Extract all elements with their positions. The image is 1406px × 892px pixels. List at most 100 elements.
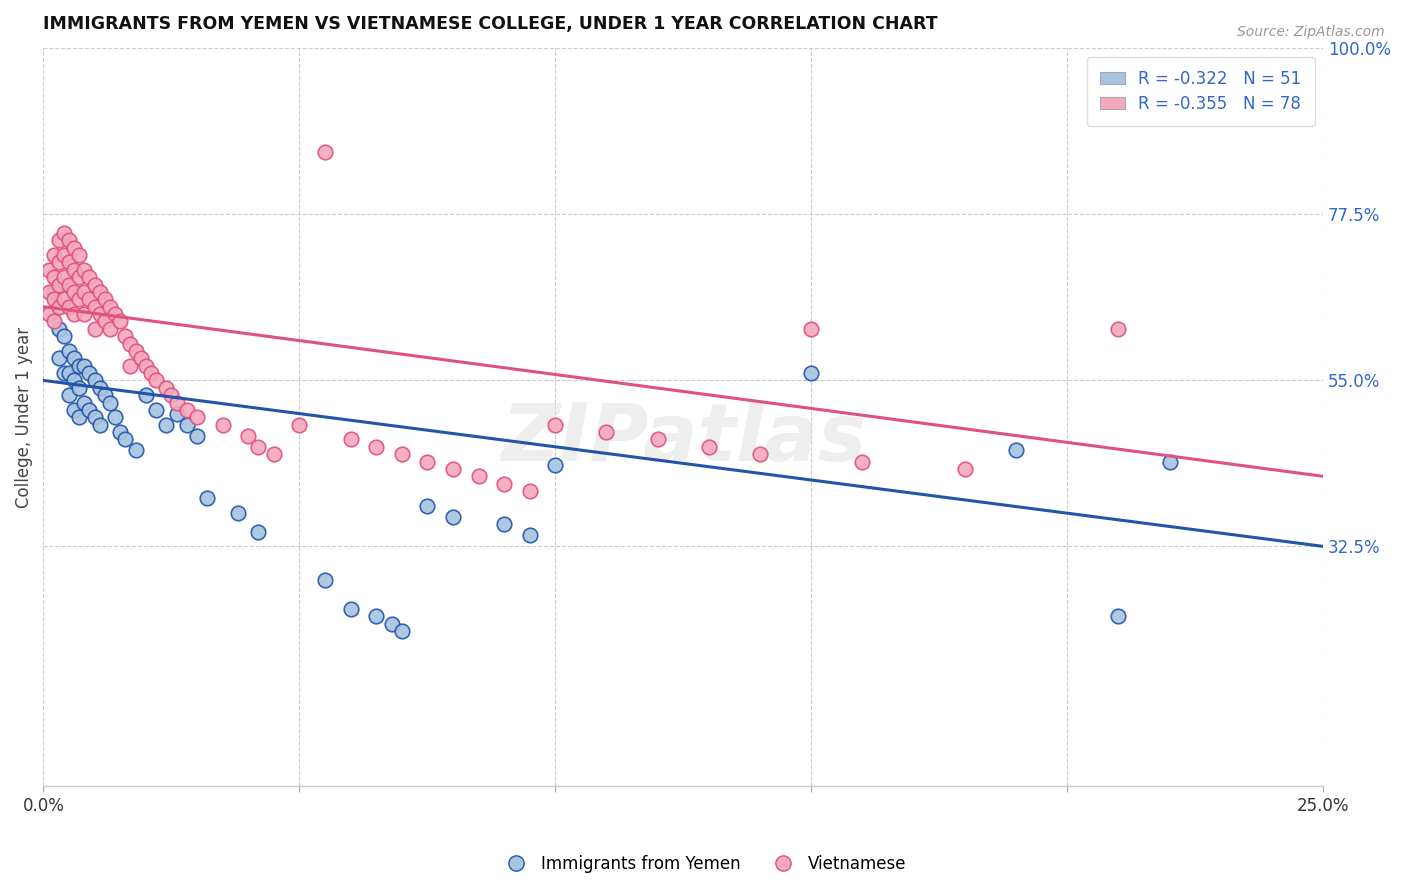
Point (67, 292, 90, 306)
Point (391, 624, 413, 639)
Point (339, 602, 361, 616)
Point (67, 359, 90, 373)
Point (98, 395, 121, 409)
Point (63, 285, 86, 299)
Point (211, 417, 233, 432)
Text: Source: ZipAtlas.com: Source: ZipAtlas.com (1237, 25, 1385, 39)
Point (63, 351, 86, 366)
Point (263, 447, 285, 461)
Point (114, 329, 136, 343)
Point (38, 285, 60, 299)
Point (67, 248, 90, 262)
Point (94, 292, 117, 306)
Point (124, 443, 146, 458)
Point (380, 616, 402, 631)
Point (120, 336, 142, 351)
Point (176, 403, 198, 417)
Point (441, 509, 464, 524)
Point (89, 381, 111, 395)
Point (314, 573, 336, 587)
Point (38, 307, 60, 321)
Point (366, 440, 388, 454)
Point (63, 241, 86, 255)
Point (366, 609, 388, 624)
Point (124, 343, 146, 358)
Point (108, 314, 131, 328)
Point (800, 322, 823, 336)
Point (135, 359, 157, 373)
Point (186, 410, 208, 425)
Point (314, 145, 336, 159)
Point (58, 388, 80, 402)
Point (73, 359, 96, 373)
Point (494, 517, 516, 532)
Point (416, 454, 439, 468)
Point (52, 270, 75, 285)
Point (42, 314, 65, 328)
Point (247, 440, 270, 454)
Text: ZIPatlas: ZIPatlas (501, 401, 866, 478)
Point (391, 447, 413, 461)
Point (83, 277, 105, 292)
Point (129, 351, 152, 366)
Point (1005, 443, 1028, 458)
Point (79, 366, 101, 380)
Point (63, 403, 86, 417)
Point (519, 484, 541, 499)
Point (83, 373, 105, 387)
Point (226, 506, 249, 520)
Point (595, 425, 617, 439)
Point (73, 285, 96, 299)
Point (800, 366, 823, 380)
Text: IMMIGRANTS FROM YEMEN VS VIETNAMESE COLLEGE, UNDER 1 YEAR CORRELATION CHART: IMMIGRANTS FROM YEMEN VS VIETNAMESE COLL… (44, 15, 938, 33)
Point (1107, 609, 1129, 624)
Point (697, 440, 720, 454)
Point (58, 366, 80, 380)
Point (83, 410, 105, 425)
Point (42, 285, 65, 299)
Point (73, 262, 96, 277)
Point (52, 226, 75, 240)
Point (166, 395, 188, 409)
Point (83, 322, 105, 336)
Point (467, 469, 489, 483)
Point (104, 410, 127, 425)
Point (52, 248, 75, 262)
Point (63, 262, 86, 277)
Point (48, 322, 70, 336)
Point (48, 300, 70, 314)
Point (42, 248, 65, 262)
Legend: R = -0.322   N = 51, R = -0.355   N = 78: R = -0.322 N = 51, R = -0.355 N = 78 (1087, 57, 1315, 126)
Point (83, 300, 105, 314)
Point (52, 329, 75, 343)
Point (67, 381, 90, 395)
Point (89, 307, 111, 321)
Point (247, 524, 270, 539)
Point (114, 433, 136, 447)
Point (544, 417, 567, 432)
Point (73, 395, 96, 409)
Point (155, 417, 177, 432)
Point (1159, 454, 1181, 468)
Point (58, 343, 80, 358)
Point (494, 476, 516, 491)
Point (145, 373, 167, 387)
Point (1107, 322, 1129, 336)
Point (89, 417, 111, 432)
Point (238, 428, 260, 442)
Point (67, 270, 90, 285)
Point (98, 322, 121, 336)
Point (58, 233, 80, 247)
Point (52, 366, 75, 380)
Point (135, 388, 157, 402)
Point (416, 499, 439, 513)
Point (120, 359, 142, 373)
Point (58, 255, 80, 269)
Point (749, 447, 772, 461)
Point (166, 407, 188, 421)
Point (73, 307, 96, 321)
Point (63, 373, 86, 387)
Point (195, 491, 218, 506)
Legend: Immigrants from Yemen, Vietnamese: Immigrants from Yemen, Vietnamese (494, 848, 912, 880)
Point (89, 285, 111, 299)
